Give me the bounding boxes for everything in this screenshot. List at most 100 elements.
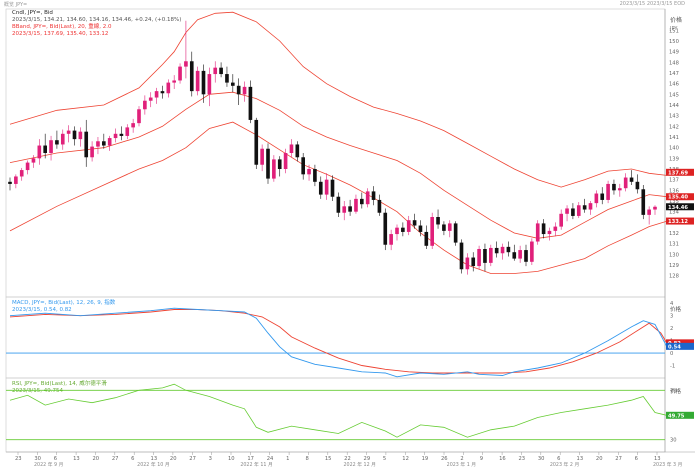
candle-body (535, 223, 540, 242)
candle-body (307, 169, 311, 175)
x-tick-label: 6 (635, 456, 638, 462)
x-month-label: 2022 年 11 月 (240, 461, 272, 467)
candle-body (494, 247, 499, 254)
candle-body (172, 80, 176, 83)
candle-body (43, 145, 47, 153)
candle-body (119, 133, 124, 136)
x-tick-label: 6 (54, 456, 57, 462)
candle-body (283, 153, 288, 169)
main-y-tick-label: 129 (669, 263, 679, 269)
top-right-label: 2023/3/15 2023/3/15 EOD (619, 1, 685, 7)
bband-upper-price-tag: 137.69 (668, 170, 688, 176)
macd-legend-values: 2023/3/15, 0.54, 0.82 (12, 307, 72, 313)
bband-middle-price-tag-bg (666, 193, 694, 201)
main-y-tick-label: 132 (669, 231, 679, 237)
candle-body (166, 82, 171, 94)
candle-body (178, 66, 182, 81)
candle-body (565, 208, 569, 214)
candle-body (231, 82, 235, 86)
candle-body (571, 208, 575, 216)
candle-body (442, 224, 446, 231)
candle-body (131, 123, 135, 128)
bband-lower-price-tag-bg (666, 217, 694, 225)
rsi-panel-frame (5, 377, 666, 453)
macd-value-tag-bg (666, 342, 694, 350)
main-y-currency-label: JPY (669, 26, 678, 32)
candle-body (377, 199, 382, 213)
candle-body (541, 223, 546, 235)
macd-y-tick-label: 4 (670, 301, 674, 307)
main-panel-frame (5, 8, 666, 298)
candle-body (49, 140, 53, 153)
main-y-tick-label: 135 (669, 199, 679, 205)
candle-body (8, 181, 12, 184)
rsi-y-unit-label: 价格 (670, 387, 682, 395)
candle-body (125, 127, 130, 136)
main-y-tick-label: 144 (669, 103, 680, 109)
candle-body (395, 227, 399, 235)
x-tick-label: 12 (402, 456, 409, 462)
main-y-unit-label: 价格 (670, 16, 682, 24)
rsi-legend-values: 2023/3/15, 49.754 (12, 388, 63, 394)
x-tick-label: 29 (364, 456, 371, 462)
x-tick-label: 30 (34, 456, 41, 462)
macd-panel-frame (5, 296, 666, 379)
candle-body (530, 241, 534, 262)
candle-body (25, 162, 30, 171)
candle-body (277, 159, 282, 169)
candle-body (594, 193, 599, 204)
candle-body (254, 119, 259, 165)
x-tick-label: 27 (189, 456, 196, 462)
candle-body (389, 234, 393, 245)
candle-body (143, 100, 147, 110)
candle-body (90, 146, 94, 158)
x-month-label: 2023 年 3 月 (653, 461, 682, 467)
main-y-tick-label: 151 (669, 28, 679, 34)
candle-body (184, 61, 188, 67)
main-y-tick-label: 139 (669, 156, 679, 162)
x-tick-label: 27 (112, 456, 119, 462)
main-y-tick-label: 140 (669, 146, 679, 152)
x-month-label: 2022 年 12 月 (344, 461, 376, 467)
candle-body (360, 198, 364, 205)
rsi-value-tag: 49.75 (668, 413, 685, 419)
macd-y-tick-label: 0 (670, 351, 673, 357)
x-month-label: 2022 年 9 月 (34, 461, 63, 467)
candle-body (72, 130, 77, 140)
candle-body (96, 141, 100, 147)
x-tick-label: 9 (480, 456, 483, 462)
macd-y-tick-label: 2 (670, 326, 673, 332)
candle-body (19, 170, 24, 177)
candle-body (641, 189, 646, 215)
candle-body (137, 109, 141, 124)
candle-body (635, 181, 640, 190)
candle-body (524, 250, 528, 262)
candle-body (84, 131, 89, 158)
x-tick-label: 10 (228, 456, 235, 462)
x-tick-label: 20 (170, 456, 177, 462)
candle-body (113, 133, 118, 139)
x-tick-label: 8 (305, 456, 308, 462)
last-price-tag-bg (666, 203, 694, 211)
candle-body (489, 247, 493, 263)
main-y-tick-label: 150 (669, 39, 679, 45)
bband-middle-price-tag: 135.40 (668, 195, 688, 201)
candle-body (336, 196, 341, 213)
candle-body (154, 91, 159, 98)
candle-body (330, 179, 335, 197)
candle-body (78, 131, 83, 140)
candle-body (107, 138, 112, 146)
x-tick-label: 6 (131, 456, 134, 462)
main-y-tick-label: 143 (669, 114, 679, 120)
candle-body (623, 177, 628, 189)
rsi-value-tag-bg (666, 411, 694, 419)
main-y-tick-label: 149 (669, 50, 679, 56)
macd-signal-line (9, 309, 668, 374)
rsi-legend-title: RSI, JPY=, Bid(Last), 14, 威尔德平滑 (12, 381, 107, 387)
candle-body (547, 230, 552, 235)
candle-body (436, 217, 440, 225)
main-legend-values: 2023/3/15, 134.21, 134.60, 134.16, 134.4… (12, 17, 182, 23)
candle-body (647, 209, 651, 215)
rsi-y-tick-label: 70 (670, 388, 677, 394)
